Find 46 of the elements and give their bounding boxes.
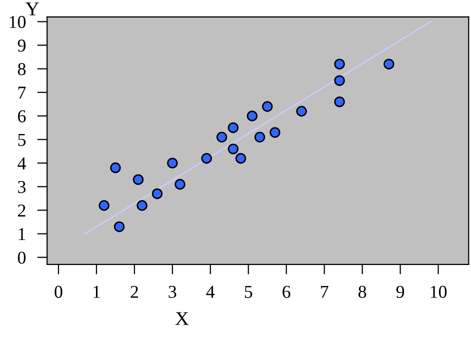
point [235,153,246,164]
point [167,158,178,168]
point [334,58,345,70]
point [174,178,186,190]
point [201,153,212,164]
point [262,101,273,112]
y-tick-label: 1 [18,228,26,240]
x-tick-label: 8 [358,286,366,298]
point [98,200,110,211]
x-tick-label: 2 [130,286,138,298]
y-tick-label: 8 [18,63,26,76]
point [216,132,228,143]
point [152,188,163,200]
point [114,221,125,232]
x-tick-label: 7 [321,286,328,298]
y-tick-label: 3 [18,180,26,194]
point [254,132,266,143]
x-tick-label: 10 [430,286,447,298]
point [384,58,394,70]
y-tick-label: 6 [18,110,26,122]
point [110,162,121,174]
y-tick-label: 2 [18,204,26,216]
point [334,75,345,86]
x-tick-label: 0 [54,286,62,298]
point [270,127,280,138]
x-axis-title: X [175,312,189,325]
x-tick-label: 4 [206,286,215,298]
x-tick-label: 3 [168,286,176,298]
y-tick-label: 4 [18,157,26,170]
y-tick-label: 5 [18,134,26,146]
point [136,200,148,211]
point [132,174,144,185]
point [296,106,307,117]
x-tick-label: 9 [396,286,404,298]
y-tick-label: 7 [18,86,26,99]
x-tick-label: 5 [244,286,252,298]
y-tick-label: 10 [10,16,26,28]
y-tick-label: 9 [18,40,26,52]
point [228,144,239,154]
y-axis-title: Y [26,2,39,16]
x-tick-label: 1 [94,286,100,298]
point [246,110,258,122]
point [228,122,239,134]
x-tick-label: 6 [282,286,290,298]
point [334,96,345,108]
y-tick-label: 0 [18,252,26,264]
